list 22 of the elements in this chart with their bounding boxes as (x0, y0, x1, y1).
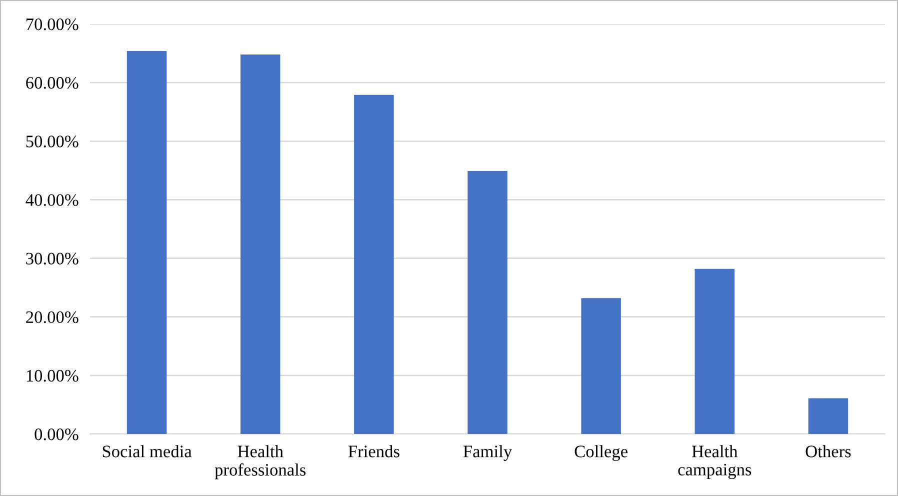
bar (240, 54, 280, 434)
y-tick-label: 0.00% (34, 428, 78, 440)
y-tick-label: 10.00% (26, 370, 78, 382)
x-tick-label: Social media (102, 445, 192, 458)
x-tick-label: Family (463, 445, 512, 461)
bar (126, 50, 167, 434)
x-tick-label: Health campaigns (678, 445, 752, 480)
y-tick-label: 30.00% (26, 252, 78, 265)
bar (808, 398, 848, 434)
x-tick-label: Others (806, 445, 851, 458)
y-tick-label: 60.00% (26, 77, 78, 89)
y-tick-label: 40.00% (26, 194, 78, 206)
y-tick-label: 50.00% (26, 136, 78, 148)
bar (468, 171, 508, 434)
bar (354, 94, 394, 434)
x-tick-label: Friends (348, 445, 400, 458)
x-tick-label: Health professionals (214, 445, 306, 480)
bar (694, 268, 735, 434)
bar (581, 298, 621, 434)
x-tick-label: College (574, 445, 628, 461)
y-tick-label: 20.00% (26, 311, 78, 324)
y-tick-label: 70.00% (26, 18, 78, 30)
